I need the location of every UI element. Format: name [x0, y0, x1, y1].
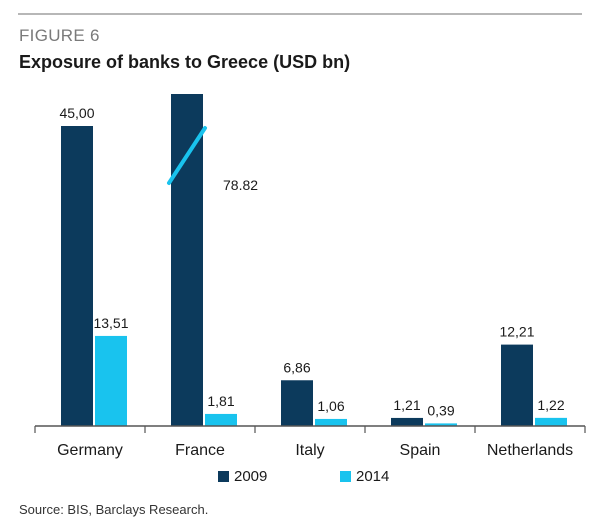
- bar-germany-2009: [61, 126, 93, 426]
- bar-france-2014: [205, 413, 237, 426]
- x-tick-germany: Germany: [57, 442, 123, 459]
- top-rule: [18, 13, 582, 15]
- legend-label-2014: 2014: [356, 468, 389, 485]
- data-label-germany-2014: 13,51: [93, 315, 128, 331]
- legend-swatch-2009: [218, 471, 229, 482]
- x-tick-italy: Italy: [295, 442, 324, 459]
- x-tick-france: France: [175, 442, 225, 459]
- bar-germany-2014: [95, 335, 127, 426]
- chart-title: Exposure of banks to Greece (USD bn): [19, 52, 351, 72]
- bar-netherlands-2014: [535, 417, 567, 426]
- x-tick-netherlands: Netherlands: [487, 442, 573, 459]
- bar-italy-2009: [281, 380, 313, 426]
- data-label-spain-2014: 0,39: [427, 402, 454, 418]
- x-tick-spain: Spain: [400, 442, 441, 459]
- bar-spain-2014: [425, 423, 457, 426]
- data-label-germany-2009: 45,00: [59, 105, 94, 121]
- data-label-italy-2014: 1,06: [317, 398, 344, 414]
- bar-italy-2014: [315, 418, 347, 426]
- axis-break-mark: [167, 126, 207, 185]
- legend-label-2009: 2009: [234, 468, 267, 485]
- data-label-france-2009: 78.82: [223, 177, 258, 193]
- figure-label: FIGURE 6: [19, 26, 100, 45]
- data-label-france-2014: 1,81: [207, 393, 234, 409]
- bar-spain-2009: [391, 417, 423, 426]
- data-label-netherlands-2009: 12,21: [499, 324, 534, 340]
- bar-netherlands-2009: [501, 344, 533, 426]
- legend-swatch-2014: [340, 471, 351, 482]
- data-label-spain-2009: 1,21: [393, 397, 420, 413]
- source-note: Source: BIS, Barclays Research.: [19, 502, 209, 517]
- data-label-italy-2009: 6,86: [283, 359, 310, 375]
- data-label-netherlands-2014: 1,22: [537, 397, 564, 413]
- bar-france-2009: [171, 94, 203, 426]
- bar-chart: 45,00 13,51 Germany 78.82 1,81 France 6,86 1,06…: [34, 94, 586, 485]
